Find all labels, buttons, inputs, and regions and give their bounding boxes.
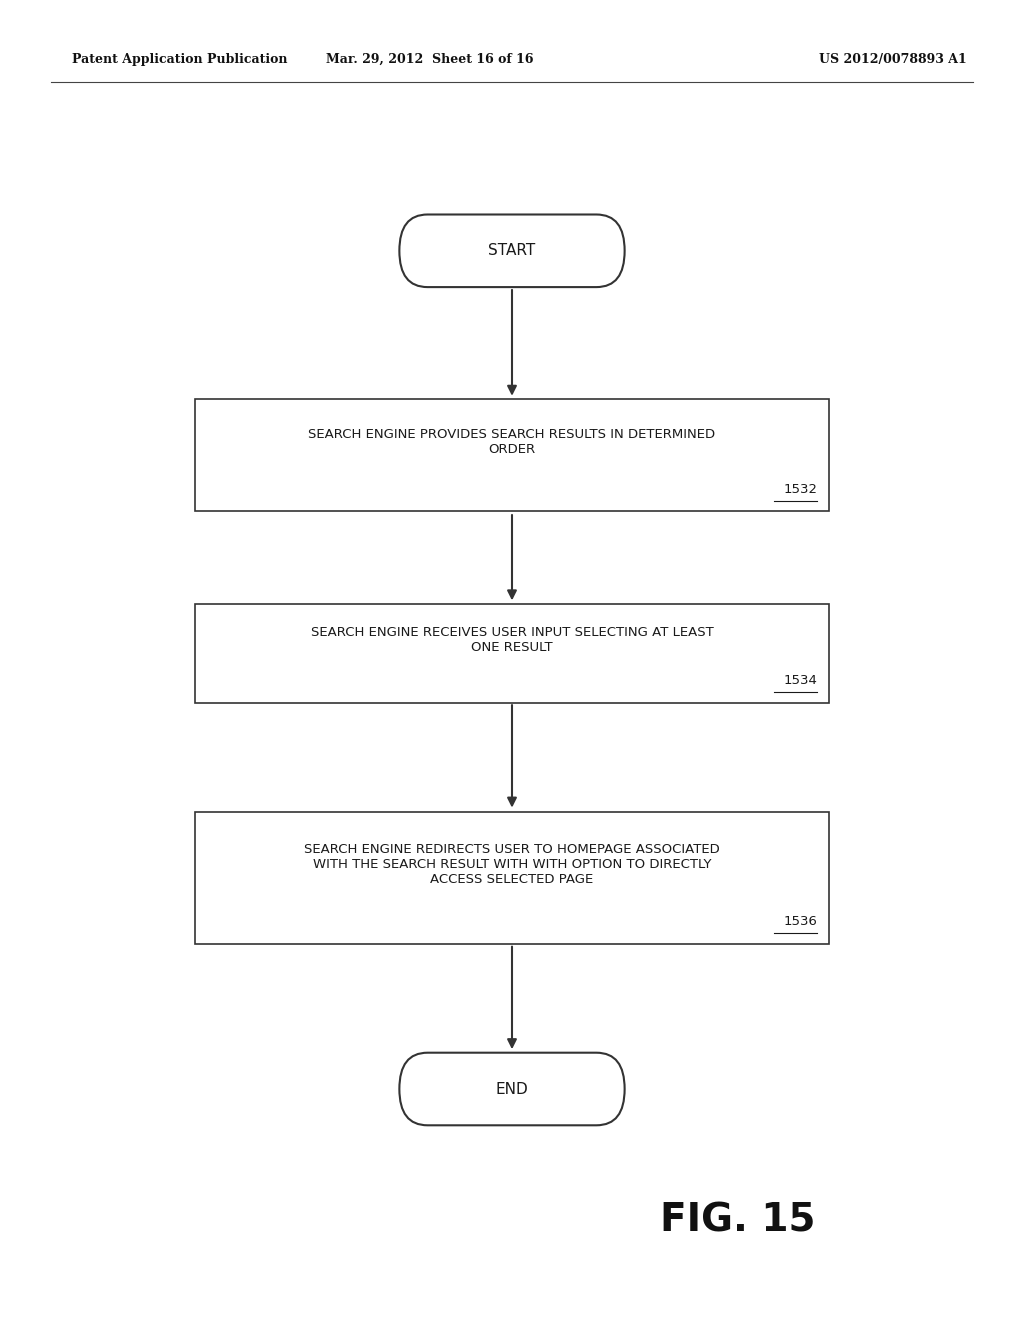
Text: START: START [488, 243, 536, 259]
Text: 1534: 1534 [783, 675, 817, 686]
Text: END: END [496, 1081, 528, 1097]
Text: SEARCH ENGINE REDIRECTS USER TO HOMEPAGE ASSOCIATED
WITH THE SEARCH RESULT WITH : SEARCH ENGINE REDIRECTS USER TO HOMEPAGE… [304, 843, 720, 886]
FancyBboxPatch shape [195, 812, 829, 944]
Text: 1532: 1532 [783, 483, 817, 495]
Text: SEARCH ENGINE RECEIVES USER INPUT SELECTING AT LEAST
ONE RESULT: SEARCH ENGINE RECEIVES USER INPUT SELECT… [310, 626, 714, 655]
Text: Mar. 29, 2012  Sheet 16 of 16: Mar. 29, 2012 Sheet 16 of 16 [327, 53, 534, 66]
FancyBboxPatch shape [195, 605, 829, 702]
FancyBboxPatch shape [399, 1053, 625, 1125]
Text: 1536: 1536 [783, 915, 817, 928]
FancyBboxPatch shape [195, 399, 829, 511]
Text: FIG. 15: FIG. 15 [659, 1203, 815, 1239]
Text: US 2012/0078893 A1: US 2012/0078893 A1 [819, 53, 967, 66]
Text: Patent Application Publication: Patent Application Publication [72, 53, 287, 66]
FancyBboxPatch shape [399, 214, 625, 286]
Text: SEARCH ENGINE PROVIDES SEARCH RESULTS IN DETERMINED
ORDER: SEARCH ENGINE PROVIDES SEARCH RESULTS IN… [308, 428, 716, 457]
